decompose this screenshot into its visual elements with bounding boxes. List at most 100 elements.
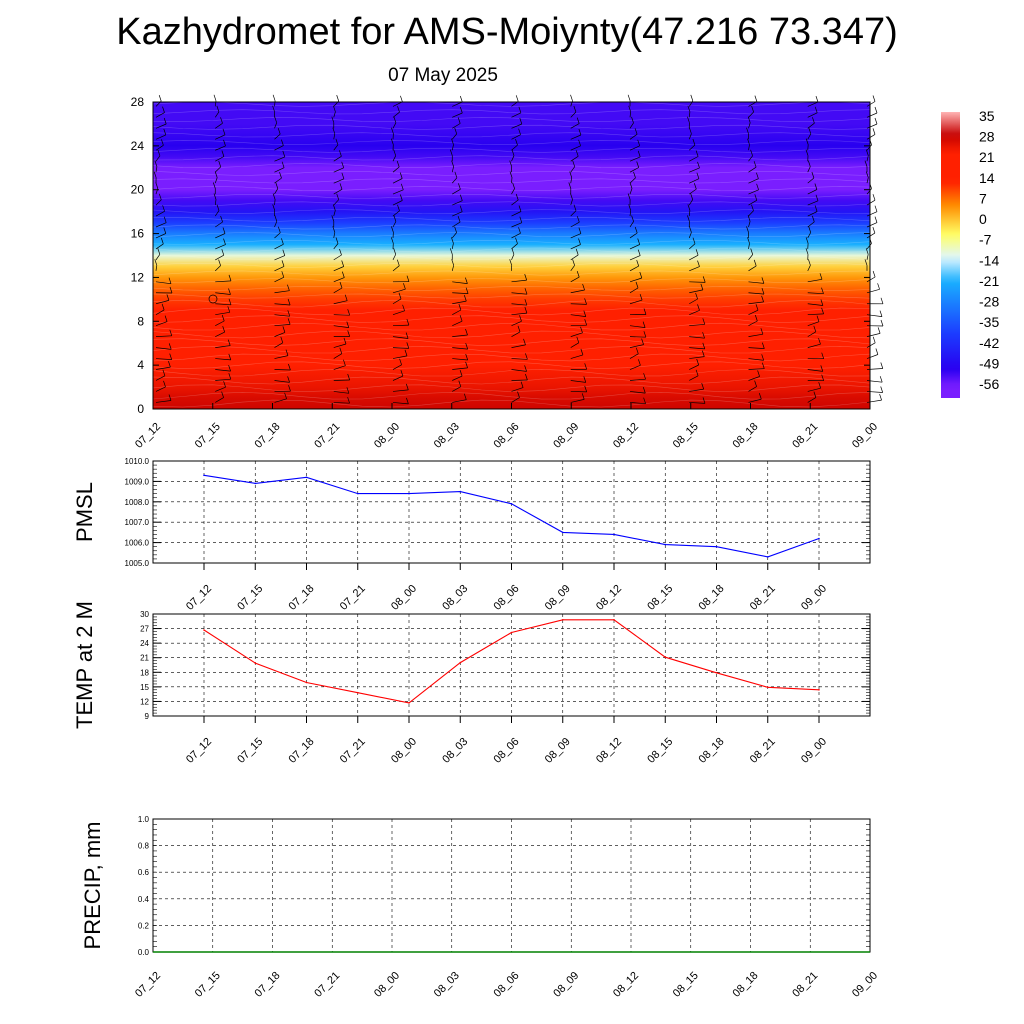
wind-barb-flag xyxy=(393,116,397,123)
wind-barb-flag xyxy=(872,226,876,234)
wind-barb-flag xyxy=(637,238,641,245)
wind-barb xyxy=(629,210,632,217)
colorbar-label: 0 xyxy=(979,211,987,227)
wind-barb-flag xyxy=(578,227,582,234)
wind-barb xyxy=(392,178,403,184)
wind-barb xyxy=(866,222,878,228)
wind-barb xyxy=(748,347,765,349)
wind-barb-flag xyxy=(635,281,639,289)
wind-barb xyxy=(689,144,696,151)
wind-barb-flag xyxy=(213,193,217,200)
wind-barb-flag xyxy=(865,149,869,156)
wind-barb-flag xyxy=(689,226,692,233)
wind-barb-flag xyxy=(332,226,336,233)
x-tick-label: 08_21 xyxy=(790,970,820,1000)
wind-barb-flag xyxy=(281,139,284,146)
wind-barb-flag xyxy=(162,106,165,113)
wind-barb-flag xyxy=(465,361,468,369)
x-tick-label: 07_21 xyxy=(312,421,342,451)
wind-barb-flag xyxy=(872,128,876,135)
wind-barb-flag xyxy=(272,204,276,211)
x-tick-label: 08_03 xyxy=(440,736,470,766)
wind-barb-flag xyxy=(753,161,757,168)
wind-barb-flag xyxy=(396,259,400,266)
wind-barb xyxy=(807,331,816,337)
wind-barb xyxy=(392,166,400,173)
wind-barb xyxy=(274,156,285,162)
data-point xyxy=(664,543,667,546)
wind-barb-flag xyxy=(405,383,409,391)
wind-barb xyxy=(629,134,638,140)
wind-barb-flag xyxy=(399,358,402,365)
contour-line xyxy=(152,140,871,146)
wind-barb-flag xyxy=(877,327,881,334)
wind-barb xyxy=(215,386,226,392)
wind-barb xyxy=(155,309,165,316)
data-point xyxy=(203,629,205,631)
wind-barb xyxy=(570,123,580,129)
wind-barb-flag xyxy=(221,314,225,322)
wind-barb-flag xyxy=(821,307,824,315)
wind-barb xyxy=(807,292,824,295)
wind-barb-flag xyxy=(808,259,811,266)
y-tick-label: 30 xyxy=(140,610,149,619)
wind-barb-flag xyxy=(580,348,584,356)
y-tick-label: 24 xyxy=(140,639,149,648)
wind-barb-flag xyxy=(347,397,350,404)
wind-barb xyxy=(629,325,646,328)
wind-barb xyxy=(688,111,691,118)
x-tick-label: 08_21 xyxy=(748,736,778,766)
x-tick-label: 07_21 xyxy=(312,970,342,1000)
wind-barb-flag xyxy=(637,150,641,158)
wind-barb-flag xyxy=(754,95,758,102)
wind-barb-flag xyxy=(627,193,631,200)
wind-barb-flag xyxy=(405,332,409,339)
wind-barb xyxy=(748,292,765,295)
wind-barb-flag xyxy=(228,288,231,295)
wind-barb-flag xyxy=(643,308,647,315)
wind-barb xyxy=(392,101,403,107)
wind-barb-flag xyxy=(805,149,809,156)
wind-barb-flag xyxy=(818,382,822,389)
contour-line xyxy=(152,147,870,153)
wind-barb xyxy=(155,321,168,327)
wind-barb xyxy=(214,210,220,217)
wind-barb-flag xyxy=(639,271,643,279)
data-point xyxy=(459,661,462,664)
wind-barb-flag xyxy=(702,342,706,350)
page-title: Kazhydromet for AMS-Moiynty(47.216 73.34… xyxy=(116,11,898,53)
y-tick-label: 16 xyxy=(131,227,145,241)
wind-barb xyxy=(570,254,579,261)
wind-barb-flag xyxy=(573,204,577,211)
wind-barb-flag xyxy=(279,171,282,179)
wind-barb-flag xyxy=(400,369,404,377)
wind-barb xyxy=(807,303,823,306)
wind-barb-flag xyxy=(578,128,582,136)
wind-barb-flag xyxy=(346,387,350,394)
wind-barb xyxy=(215,345,231,348)
wind-barb-flag xyxy=(636,259,640,267)
wind-barb-flag xyxy=(755,304,759,311)
wind-barb-flag xyxy=(169,353,173,360)
wind-barb xyxy=(570,111,577,118)
wind-barb-flag xyxy=(406,342,410,349)
wind-barb xyxy=(866,199,876,206)
wind-barb-flag xyxy=(393,215,397,222)
wind-barb xyxy=(689,298,698,305)
x-tick-label: 07_15 xyxy=(235,736,265,766)
wind-barb xyxy=(570,233,582,239)
wind-barb xyxy=(333,343,347,348)
wind-barb xyxy=(689,266,700,272)
wind-barb-flag xyxy=(332,127,336,134)
wind-barb-flag xyxy=(700,283,704,291)
wind-barb-flag xyxy=(164,315,168,322)
wind-barb-flag xyxy=(872,194,876,201)
contour-line xyxy=(152,224,871,230)
wind-barb xyxy=(333,111,336,118)
wind-barb-flag xyxy=(805,138,809,145)
wind-barb-flag xyxy=(336,193,340,200)
wind-barb-flag xyxy=(517,391,520,398)
wind-barb-flag xyxy=(880,362,884,369)
y-tick-label: 1007.0 xyxy=(125,518,150,527)
wind-barb xyxy=(688,133,692,140)
